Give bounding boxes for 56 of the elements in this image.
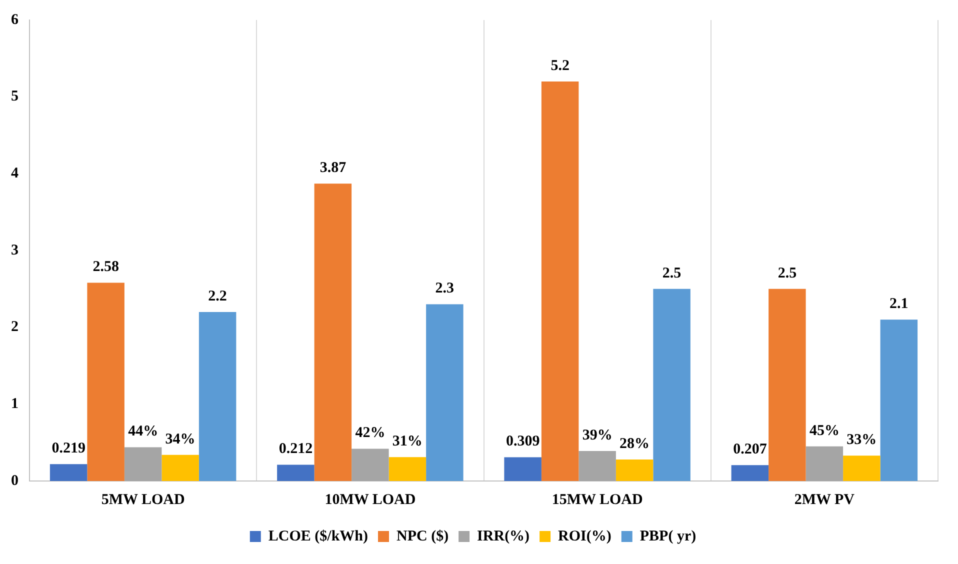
data-label: 2.5 xyxy=(662,265,682,282)
data-label: 45% xyxy=(809,422,840,439)
legend-label: NPC ($) xyxy=(396,528,449,544)
data-label: 33% xyxy=(846,432,877,448)
bar xyxy=(504,457,542,481)
bar xyxy=(806,446,844,481)
data-label: 39% xyxy=(582,427,612,444)
bar xyxy=(541,81,579,481)
data-label: 0.219 xyxy=(52,440,86,457)
data-label: 0.207 xyxy=(733,441,768,458)
bar xyxy=(124,447,162,481)
bar xyxy=(50,464,88,481)
legend-label: PBP( yr) xyxy=(640,528,696,544)
bar xyxy=(388,457,426,481)
bar xyxy=(843,456,880,481)
bar xyxy=(880,320,918,481)
x-tick-label: 15MW LOAD xyxy=(552,492,643,508)
bar xyxy=(198,312,236,481)
data-label: 2.5 xyxy=(778,265,797,282)
data-label: 31% xyxy=(392,434,422,450)
x-tick-label: 2MW PV xyxy=(794,492,855,508)
bar xyxy=(616,459,654,481)
bar xyxy=(162,454,199,481)
y-tick-label: 0 xyxy=(11,472,18,489)
y-tick-label: 2 xyxy=(11,319,18,336)
legend-label: IRR(%) xyxy=(477,528,530,544)
y-tick-label: 3 xyxy=(11,242,18,258)
y-tick-label: 6 xyxy=(11,12,19,28)
data-label: 0.309 xyxy=(506,434,540,450)
bar xyxy=(426,304,464,481)
data-label: 44% xyxy=(128,424,158,440)
data-label: 28% xyxy=(620,436,650,452)
y-tick-label: 5 xyxy=(11,88,18,105)
y-tick-label: 4 xyxy=(11,166,19,182)
data-label: 2.1 xyxy=(890,296,908,312)
data-label: 2.3 xyxy=(435,280,454,297)
bar xyxy=(578,451,616,481)
x-tick-label: 5MW LOAD xyxy=(101,492,185,508)
bar xyxy=(731,465,769,481)
bar xyxy=(653,288,690,481)
bar xyxy=(277,464,314,481)
bar xyxy=(352,448,389,481)
x-tick-label: 10MW LOAD xyxy=(324,492,416,508)
y-tick-label: 1 xyxy=(11,396,18,412)
data-label: 3.87 xyxy=(320,160,347,176)
legend-label: ROI(%) xyxy=(558,528,612,544)
data-label: 5.2 xyxy=(550,58,570,74)
data-label: 2.2 xyxy=(208,288,227,304)
data-label: 42% xyxy=(355,425,386,442)
data-label: 2.58 xyxy=(92,259,119,276)
data-label: 34% xyxy=(165,431,196,448)
legend-label: LCOE ($/kWh) xyxy=(268,528,368,544)
data-label: 0.212 xyxy=(278,441,313,458)
bar xyxy=(87,282,124,481)
bar xyxy=(768,288,806,481)
bar xyxy=(314,184,352,481)
